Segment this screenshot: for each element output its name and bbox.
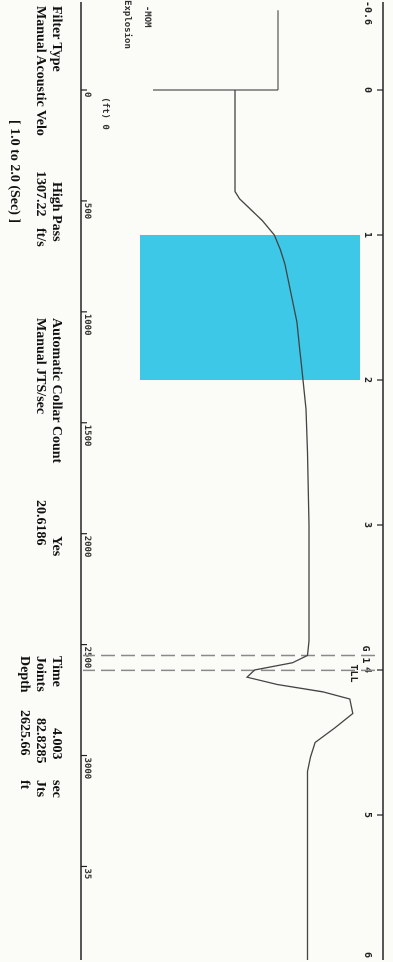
cursor-top-label: G 1	[360, 646, 371, 664]
selected-time-range	[140, 235, 360, 380]
collar-count-label: Automatic Collar Count	[49, 318, 64, 464]
range-text: [ 1.0 to 2.0 (Sec) ]	[7, 120, 22, 223]
velocity-label: Manual Acoustic Velo	[33, 6, 48, 136]
depth-tick-label: 2000	[82, 536, 92, 558]
time-tick-label: 1	[362, 232, 373, 238]
collar-count-value: Yes	[49, 536, 64, 557]
explosion-label: Explosion	[122, 0, 133, 49]
depth-tick-label: 1500	[82, 425, 92, 447]
velocity-unit: ft/s	[33, 228, 48, 247]
jts-label: Manual JTS/sec	[33, 318, 48, 414]
time-value: 4.003	[49, 728, 64, 760]
joints-label: Joints	[33, 656, 48, 692]
depth-tick-label: 0	[82, 92, 92, 97]
time-label: Time	[49, 656, 64, 687]
jts-value: 20.6186	[33, 500, 48, 546]
filter-type-label: Filter Type	[49, 6, 64, 72]
acoustic-trace-line	[234, 90, 354, 960]
depth-tick-label: 2500	[82, 647, 92, 669]
top-left-tick-label: -0.6	[362, 1, 373, 25]
depth-tick-label: 35	[82, 868, 92, 879]
joints-value: 82.8285	[33, 718, 48, 764]
time-tick-label: 6	[362, 952, 373, 958]
time-tick-label: 0	[362, 87, 373, 93]
depth-tick-label: 3000	[82, 758, 92, 780]
joints-unit: Jts	[33, 780, 48, 798]
depth-label: Depth	[17, 656, 32, 693]
depth-tick-label: 1000	[82, 314, 92, 336]
time-tick-label: 5	[362, 812, 373, 818]
depth-unit: ft	[17, 780, 32, 790]
depth-value: 2625.66	[17, 710, 32, 756]
filter-type-value: High Pass	[49, 182, 64, 242]
explosion-sub-label: (ft) 0	[100, 97, 110, 130]
velocity-value: 1307.22	[33, 171, 48, 217]
depth-tick-label: 500	[82, 203, 92, 219]
time-tick-label: 3	[362, 522, 373, 528]
cursor-bottom-label: TLL	[348, 664, 359, 682]
time-unit: sec	[49, 780, 64, 798]
time-tick-label: 2	[362, 377, 373, 383]
explosion-mark-label: -MOM	[142, 6, 152, 28]
